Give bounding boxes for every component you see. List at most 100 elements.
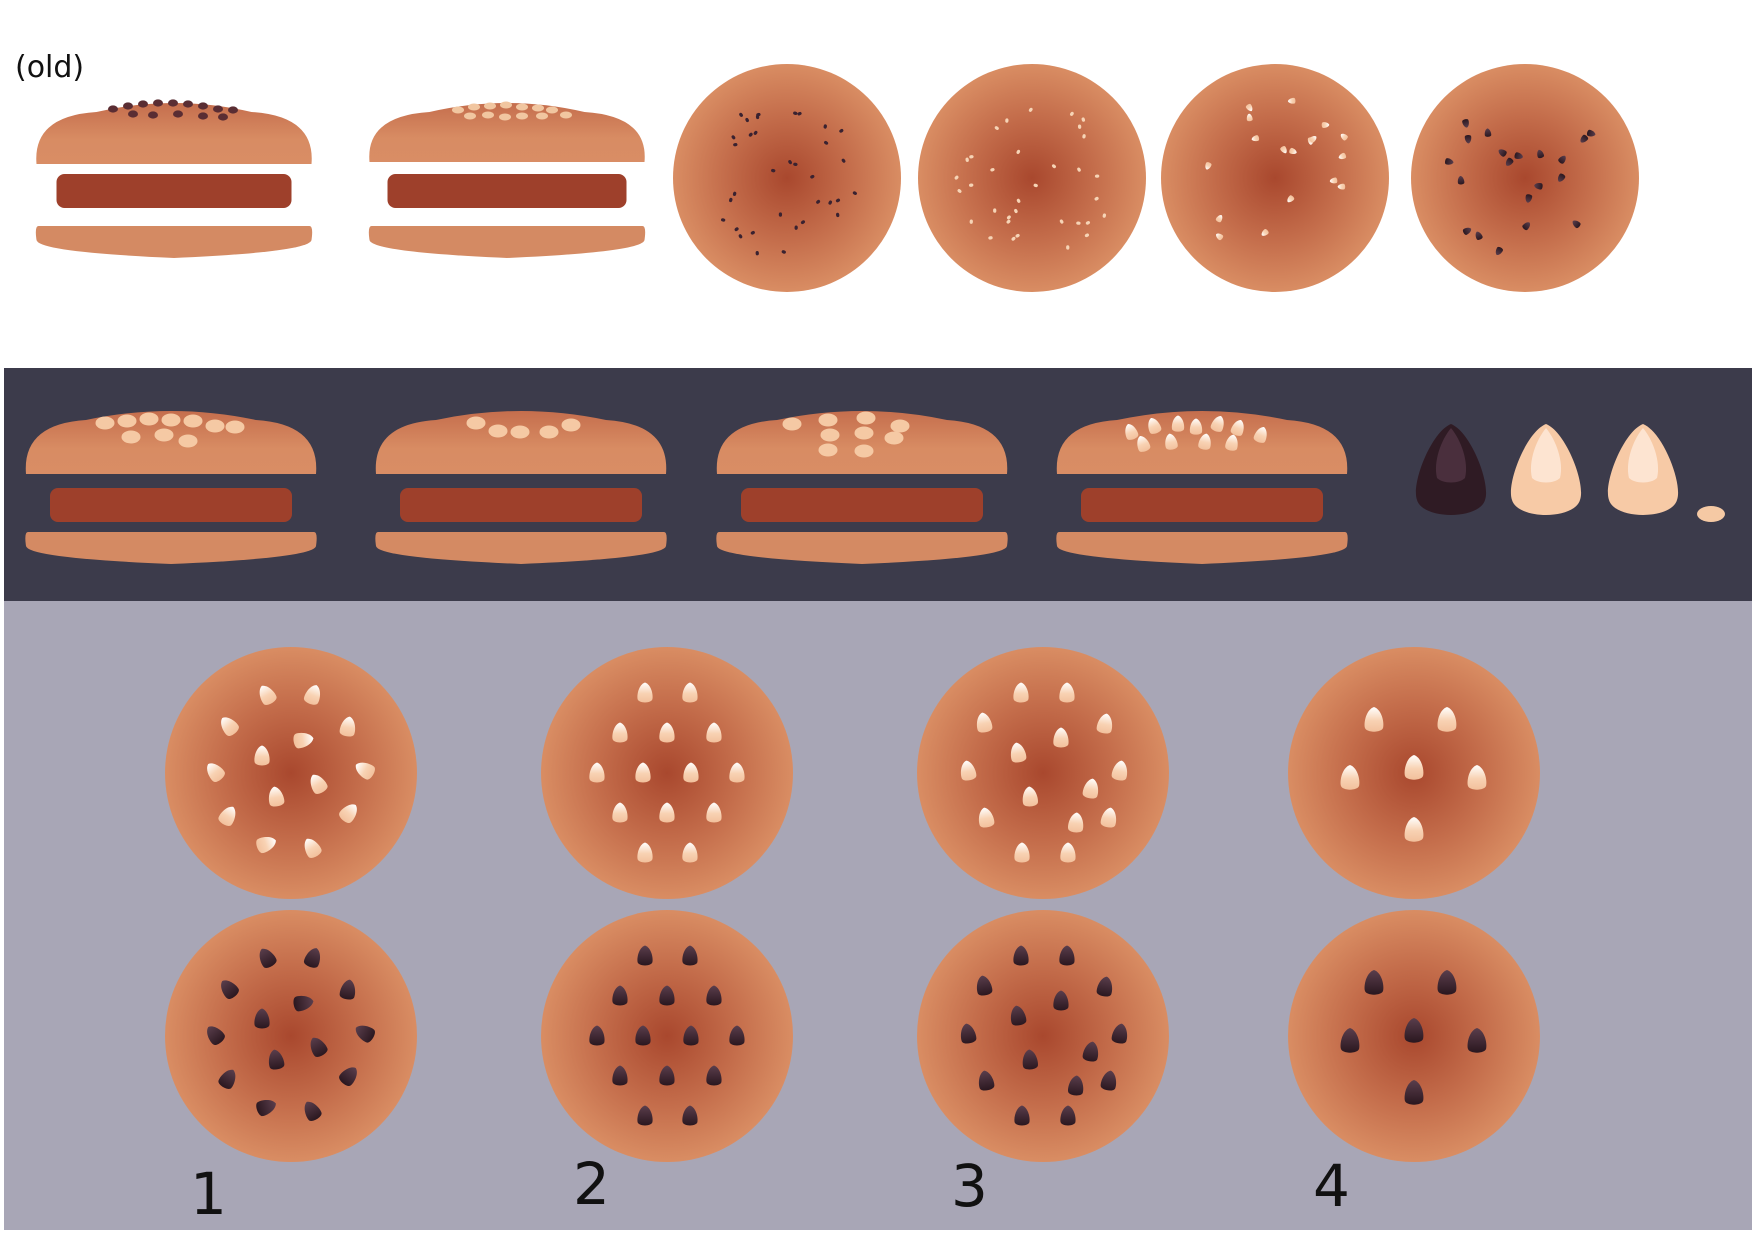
flat-seed-icon — [954, 175, 959, 180]
light-sesame-seed-icon — [1165, 433, 1178, 450]
light-sesame-seed-icon — [254, 745, 270, 766]
flat-seed-icon — [793, 162, 798, 167]
dark-sesame-seed-icon — [637, 945, 653, 966]
flat-seed-icon — [1006, 215, 1011, 220]
dark-sesame-seed-icon — [1525, 194, 1533, 203]
light-sesame-seed-icon — [978, 807, 995, 828]
flat-seed-icon — [1082, 134, 1086, 139]
dark-sesame-seed-icon — [1505, 157, 1514, 166]
light-sesame-seed-icon — [1404, 755, 1424, 780]
variant-number-2: 2 — [573, 1150, 610, 1218]
light-sesame-seed-icon — [207, 763, 225, 783]
dark-sesame-seed-icon — [706, 1065, 722, 1086]
bottom-bun — [1056, 532, 1348, 564]
flat-seed-icon — [818, 443, 838, 457]
flat-seed-icon — [178, 434, 198, 448]
flat-seed-icon — [138, 100, 148, 108]
dark-sesame-seed-icon — [1068, 1075, 1084, 1096]
top-bun — [36, 103, 312, 164]
old-top-buns — [673, 64, 1639, 292]
flat-seed-icon — [1076, 221, 1081, 225]
flat-seed-icon — [810, 174, 815, 179]
light-sesame-seed-icon — [221, 717, 239, 737]
light-sesame-seed-icon — [1510, 424, 1582, 515]
light-sesame-seed-icon — [1261, 229, 1269, 236]
dark-sesame-seed-icon — [1580, 134, 1589, 143]
light-sesame-seed-icon — [1329, 177, 1338, 184]
flat-seed-icon — [1015, 233, 1020, 238]
flat-seed-icon — [994, 126, 999, 130]
seed-samples — [1415, 424, 1725, 522]
flat-seed-icon — [1077, 124, 1082, 129]
dark-sesame-seed-icon — [682, 1105, 698, 1126]
flat-seed-icon — [1051, 164, 1056, 169]
dark-sesame-seed-icon — [683, 1025, 699, 1046]
variant-2-light-seed-bun — [541, 647, 793, 899]
dark-sesame-seed-icon — [1495, 246, 1503, 256]
flat-seed-icon — [969, 219, 973, 224]
flat-seed-icon — [205, 419, 225, 433]
light-sesame-seed-icon — [589, 762, 605, 783]
light-sesame-seed-icon — [1230, 420, 1244, 436]
flat-seed-icon — [1697, 506, 1725, 522]
flat-seed-icon — [198, 112, 208, 120]
light-sesame-seed-icon — [1364, 707, 1384, 732]
flat-seed-icon — [95, 416, 115, 430]
dark-sesame-seed-icon — [637, 1105, 653, 1126]
flat-seed-icon — [213, 105, 223, 113]
flat-seed-icon — [739, 112, 743, 117]
dark-sesame-seed-icon — [303, 948, 321, 968]
flat-seed-icon — [484, 102, 496, 110]
patty — [56, 174, 292, 208]
flat-seed-icon — [183, 414, 203, 428]
flat-seed-icon — [990, 168, 995, 172]
flat-seed-icon — [771, 168, 776, 173]
flat-seed-icon — [720, 218, 726, 222]
flat-seed-icon — [800, 220, 805, 225]
light-sesame-seed-icon — [1100, 807, 1117, 828]
dark-sesame-seed-icon — [293, 995, 314, 1012]
dark-sesame-seed-icon — [339, 979, 356, 1000]
flat-seed-icon — [173, 110, 183, 118]
light-sesame-seed-icon — [706, 802, 722, 823]
light-sesame-seed-icon — [729, 762, 745, 783]
flat-seed-icon — [452, 106, 464, 114]
flat-seed-icon — [824, 141, 829, 145]
dark-sesame-seed-icon — [1014, 1105, 1030, 1126]
variant-number-4: 4 — [1313, 1152, 1350, 1220]
bottom-bun — [716, 532, 1008, 564]
light-sesame-seed-icon — [1251, 135, 1260, 142]
light-sesame-seed-icon — [1245, 103, 1253, 112]
dark-sesame-seed-icon — [1404, 1018, 1424, 1043]
flat-seed-icon — [536, 112, 548, 120]
old-label: (old) — [15, 50, 85, 85]
light-sesame-seed-icon — [1137, 436, 1151, 452]
flat-seed-icon — [117, 414, 137, 428]
dark-sesame-seed-icon — [1557, 173, 1566, 182]
dark-sesame-seed-icon — [1534, 183, 1543, 190]
light-sesame-seed-icon — [1340, 133, 1348, 141]
patty — [400, 488, 642, 522]
flat-seed-icon — [123, 102, 133, 110]
dark-sesame-seed-icon — [355, 1025, 375, 1043]
flat-seed-icon — [464, 112, 476, 120]
light-sesame-seed-icon — [1340, 765, 1360, 790]
flat-seed-icon — [121, 430, 141, 444]
variant-number-3: 3 — [951, 1152, 988, 1220]
variant-number-1: 1 — [190, 1160, 227, 1228]
light-sesame-seed-icon — [268, 786, 285, 807]
flat-seed-icon — [168, 99, 178, 107]
dark-sesame-seed-icon — [706, 985, 722, 1006]
flat-seed-icon — [794, 225, 798, 230]
light-sesame-seed-icon — [303, 685, 321, 705]
dark-sesame-seed-icon — [1514, 152, 1523, 159]
flat-seed-icon — [468, 103, 480, 111]
dark-sesame-seed-icon — [1498, 149, 1507, 157]
patty — [387, 174, 627, 208]
flat-seed-icon — [466, 416, 486, 430]
light-sesame-seed-icon — [1053, 727, 1069, 748]
dark-sesame-seed-icon — [589, 1025, 605, 1046]
variant-4-dark-seed-bun — [1288, 910, 1540, 1162]
dark-sesame-seed-icon — [207, 1026, 225, 1046]
dark-sesame-seed-icon — [1111, 1023, 1128, 1044]
